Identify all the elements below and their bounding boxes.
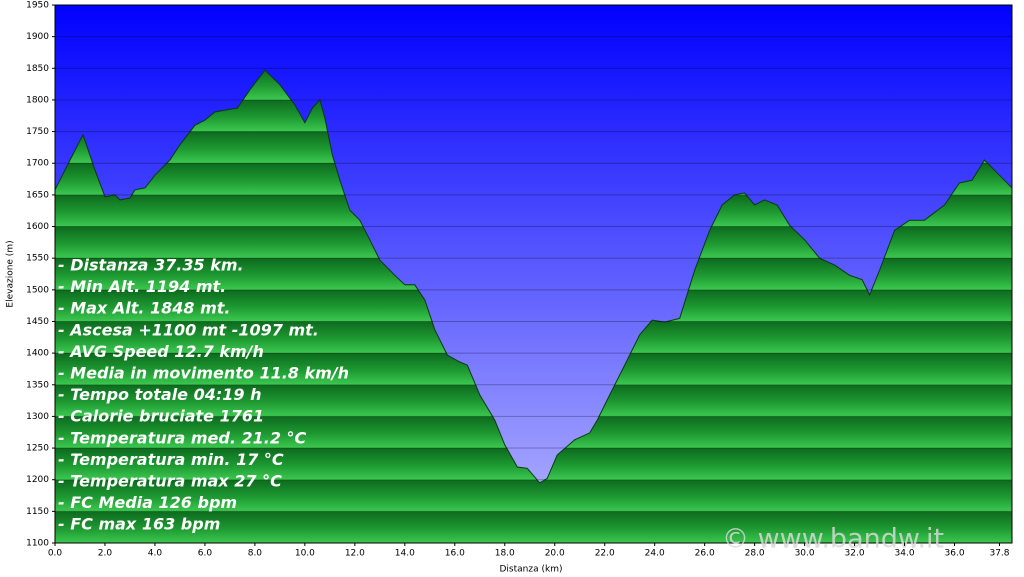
- x-tick-label: 34.0: [895, 549, 915, 559]
- x-tick-label: 22.0: [595, 549, 615, 559]
- annotation: - Distanza 37.35 km.: [58, 256, 244, 275]
- x-tick-label: 30.0: [795, 549, 815, 559]
- x-tick-label: 12.0: [345, 549, 365, 559]
- y-tick-label: 1500: [26, 285, 49, 295]
- y-tick-label: 1150: [26, 507, 49, 517]
- x-tick-label: 24.0: [645, 549, 665, 559]
- x-tick-label: 36.0: [945, 549, 965, 559]
- x-tick-label: 4.0: [148, 549, 163, 559]
- annotation: - Max Alt. 1848 mt.: [58, 299, 230, 318]
- annotation: - Min Alt. 1194 mt.: [58, 277, 226, 296]
- annotation: - FC max 163 bpm: [58, 515, 220, 534]
- plot-frame: [54, 4, 1013, 544]
- y-tick-label: 1850: [26, 64, 49, 74]
- y-tick-label: 1950: [26, 1, 49, 11]
- x-tick-label: 6.0: [198, 549, 213, 559]
- x-tick-label: 32.0: [845, 549, 865, 559]
- x-tick-label: 37.8: [989, 549, 1009, 559]
- x-tick-label: 20.0: [545, 549, 565, 559]
- y-tick-label: 1400: [26, 349, 49, 359]
- y-tick-label: 1900: [26, 32, 49, 42]
- y-tick-label: 1250: [26, 444, 49, 454]
- annotation: - FC Media 126 bpm: [58, 493, 237, 512]
- x-tick-label: 0.0: [48, 549, 63, 559]
- y-tick-label: 1550: [26, 254, 49, 264]
- annotation: - Tempo totale 04:19 h: [58, 385, 261, 404]
- annotation: - AVG Speed 12.7 km/h: [58, 342, 264, 361]
- x-tick-label: 14.0: [395, 549, 415, 559]
- y-tick-label: 1300: [26, 412, 49, 422]
- x-tick-label: 2.0: [98, 549, 113, 559]
- annotation: - Temperatura min. 17 °C: [58, 450, 284, 469]
- x-axis-label: Distanza (km): [500, 565, 563, 575]
- y-tick-label: 1100: [26, 539, 49, 549]
- annotation: - Temperatura med. 21.2 °C: [58, 428, 307, 447]
- y-tick-label: 1700: [26, 159, 49, 169]
- x-tick-label: 28.0: [745, 549, 765, 559]
- annotation: - Ascesa +1100 mt -1097 mt.: [58, 320, 319, 339]
- watermark: © www.bandw.it: [722, 524, 944, 555]
- x-tick-label: 16.0: [445, 549, 465, 559]
- y-tick-label: 1200: [26, 475, 49, 485]
- annotation: - Temperatura max 27 °C: [58, 472, 282, 491]
- y-tick-label: 1600: [26, 222, 49, 232]
- annotation: - Calorie bruciate 1761: [58, 407, 264, 426]
- x-tick-label: 10.0: [295, 549, 315, 559]
- annotation: - Media in movimento 11.8 km/h: [58, 364, 349, 383]
- y-tick-label: 1800: [26, 95, 49, 105]
- y-tick-label: 1750: [26, 127, 49, 137]
- y-tick-label: 1350: [26, 380, 49, 390]
- y-axis-label: Elevazione (m): [6, 240, 16, 307]
- x-tick-label: 26.0: [695, 549, 715, 559]
- y-tick-label: 1650: [26, 190, 49, 200]
- elevation-area: [54, 69, 1013, 544]
- y-tick-label: 1450: [26, 317, 49, 327]
- x-tick-label: 8.0: [248, 549, 263, 559]
- x-tick-label: 18.0: [495, 549, 515, 559]
